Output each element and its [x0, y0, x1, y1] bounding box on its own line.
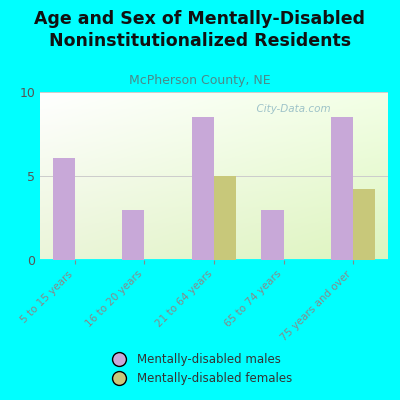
- Bar: [192, 117, 214, 260]
- Text: City-Data.com: City-Data.com: [250, 104, 331, 114]
- Bar: [122, 210, 144, 260]
- Bar: [331, 117, 353, 260]
- Bar: [261, 210, 284, 260]
- Bar: [353, 190, 376, 260]
- Text: Age and Sex of Mentally-Disabled
Noninstitutionalized Residents: Age and Sex of Mentally-Disabled Noninst…: [34, 10, 366, 50]
- Legend: Mentally-disabled males, Mentally-disabled females: Mentally-disabled males, Mentally-disabl…: [103, 349, 297, 390]
- Text: McPherson County, NE: McPherson County, NE: [129, 74, 271, 87]
- Bar: [52, 158, 75, 260]
- Bar: [214, 176, 236, 260]
